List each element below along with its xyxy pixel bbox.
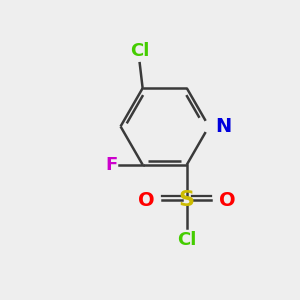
Text: O: O [138,190,154,209]
Text: Cl: Cl [130,42,149,60]
Text: N: N [215,117,232,136]
Text: O: O [219,190,236,209]
Text: S: S [179,190,195,210]
Text: Cl: Cl [177,231,197,249]
Text: F: F [105,156,118,174]
